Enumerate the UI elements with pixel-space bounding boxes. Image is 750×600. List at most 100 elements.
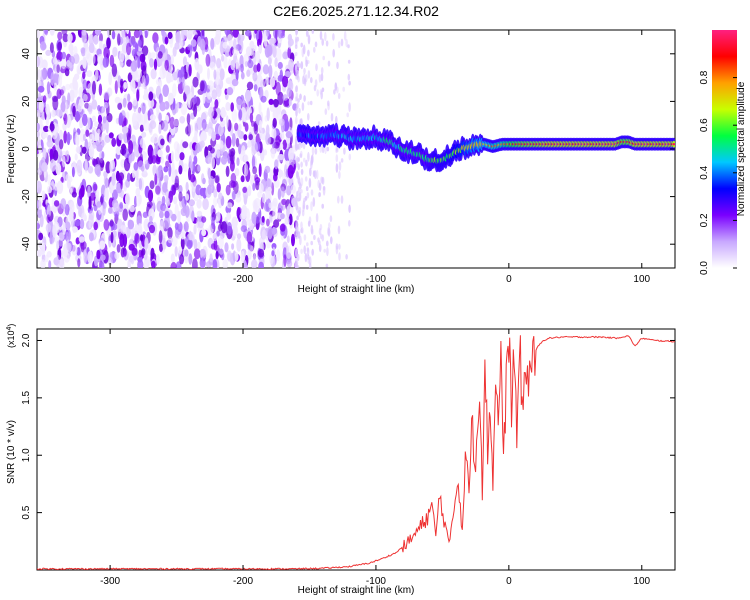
noise-speck	[294, 36, 298, 43]
noise-speck	[150, 68, 157, 80]
noise-speck	[52, 57, 58, 65]
noise-speck	[68, 208, 74, 222]
noise-speck	[245, 30, 252, 37]
noise-speck	[280, 213, 285, 220]
noise-speck	[160, 155, 164, 164]
noise-speck	[338, 243, 341, 250]
noise-speck	[191, 210, 195, 222]
noise-speck	[100, 254, 106, 261]
noise-speck	[311, 228, 314, 235]
noise-speck	[271, 250, 275, 257]
noise-speck	[139, 137, 145, 149]
noise-speck	[62, 33, 69, 43]
noise-speck	[266, 44, 273, 57]
noise-speck	[155, 185, 161, 195]
noise-speck	[144, 30, 148, 39]
noise-speck	[46, 251, 52, 258]
noise-speck	[274, 57, 278, 68]
noise-speck	[82, 79, 88, 91]
noise-speck	[126, 42, 132, 56]
noise-speck	[178, 191, 183, 202]
noise-speck	[298, 206, 302, 215]
noise-speck	[51, 109, 56, 118]
noise-speck	[300, 61, 304, 70]
noise-speck	[103, 219, 110, 231]
noise-speck	[226, 87, 234, 96]
noise-speck	[211, 131, 216, 142]
noise-speck	[118, 133, 124, 141]
noise-speck	[132, 169, 136, 179]
noise-speck	[159, 210, 164, 219]
noise-speck	[267, 57, 272, 65]
noise-speck	[170, 261, 177, 268]
noise-speck	[186, 113, 191, 125]
spectrogram-signal-track	[296, 122, 675, 173]
noise-speck	[278, 168, 282, 179]
noise-speck	[295, 145, 298, 151]
snr-panel: -300 -200 -100 0 100 0.5 1.0 1.5 2.0 Height of …	[6, 324, 676, 596]
noise-speck	[95, 69, 99, 81]
noise-speck	[301, 102, 305, 111]
noise-speck	[53, 182, 59, 191]
noise-speck	[265, 76, 270, 86]
x-tick-label: 100	[633, 274, 650, 285]
noise-speck	[37, 109, 42, 117]
noise-speck	[247, 141, 252, 148]
noise-speck	[37, 130, 40, 139]
noise-speck	[151, 260, 156, 268]
noise-speck	[164, 210, 170, 219]
noise-speck	[196, 117, 203, 131]
noise-speck	[87, 82, 94, 94]
noise-speck	[113, 202, 120, 212]
noise-speck	[309, 167, 312, 177]
noise-speck	[50, 159, 56, 172]
noise-speck	[157, 149, 163, 158]
noise-speck	[166, 72, 172, 84]
colorbar-axis: 0.0 0.2 0.4 0.6 0.8	[699, 70, 737, 275]
noise-speck	[52, 149, 59, 161]
noise-speck	[102, 56, 109, 68]
noise-speck	[188, 253, 193, 265]
y-tick-label: 40	[21, 48, 32, 60]
noise-speck	[310, 159, 313, 170]
noise-speck	[153, 58, 158, 71]
noise-speck	[317, 237, 320, 243]
noise-speck	[209, 253, 213, 263]
noise-speck	[60, 101, 66, 113]
noise-speck	[207, 167, 211, 180]
noise-speck	[298, 107, 301, 114]
noise-speck	[303, 245, 307, 255]
noise-speck	[119, 78, 124, 87]
noise-speck	[319, 30, 323, 41]
noise-speck	[310, 189, 314, 196]
spectrogram-noise	[37, 30, 352, 268]
noise-speck	[255, 214, 260, 224]
noise-speck	[168, 92, 174, 105]
noise-speck	[59, 89, 64, 96]
noise-speck	[37, 56, 41, 68]
noise-speck	[272, 45, 277, 58]
noise-speck	[42, 132, 48, 139]
noise-speck	[132, 98, 137, 107]
noise-speck	[189, 173, 196, 183]
noise-speck	[82, 71, 86, 80]
noise-speck	[297, 98, 300, 103]
noise-speck	[193, 224, 197, 235]
noise-speck	[148, 224, 156, 234]
noise-speck	[197, 241, 201, 250]
noise-speck	[103, 91, 110, 101]
noise-speck	[87, 250, 93, 264]
noise-speck	[127, 219, 135, 230]
noise-speck	[300, 42, 304, 48]
noise-speck	[37, 69, 42, 79]
track-core	[672, 143, 675, 146]
noise-speck	[49, 230, 53, 245]
noise-speck	[53, 82, 58, 91]
noise-speck	[320, 73, 324, 82]
noise-speck	[295, 219, 298, 229]
noise-speck	[258, 163, 262, 178]
noise-speck	[190, 39, 197, 47]
noise-speck	[162, 182, 168, 193]
noise-speck	[82, 56, 87, 69]
noise-speck	[190, 160, 194, 172]
